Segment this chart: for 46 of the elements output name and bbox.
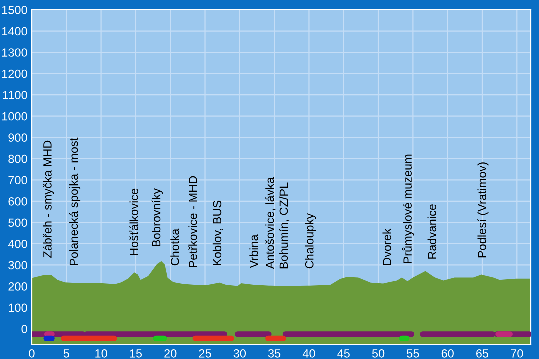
annotation: Polanecká spojka - most (69, 138, 81, 266)
x-tick-label: 60 (442, 349, 454, 358)
x-tick-label: 5 (64, 350, 70, 358)
annotation: Vrbina (250, 234, 258, 268)
annotation: Bohumín, CZ/PL (279, 182, 290, 269)
y-tick-label: 0 (22, 325, 28, 334)
annotation: Chaloupky (305, 213, 316, 269)
y-tick-label: 1100 (3, 91, 28, 100)
annotation: Koblov, BUS (212, 200, 223, 266)
y-tick-label: 300 (8, 261, 28, 270)
x-tick-label: 15 (130, 350, 142, 358)
x-tick-label: 20 (164, 349, 177, 358)
y-tick-label: 600 (8, 197, 28, 206)
y-tick-label: 800 (8, 154, 28, 164)
annotation: Radvanice (428, 204, 436, 259)
annotation: Chotka (170, 228, 180, 266)
annotation: Průmyslové muzeum (402, 154, 414, 264)
y-tick-label: 900 (8, 134, 28, 142)
y-tick-label: 500 (8, 218, 28, 228)
annotation: Bobrovníky (152, 188, 164, 247)
y-tick-label: 1300 (2, 48, 28, 57)
annotation: Dvorek (382, 228, 392, 266)
y-tick-label: 100 (9, 304, 28, 312)
x-tick-label: 70 (511, 349, 524, 358)
y-tick-label: 700 (8, 176, 28, 185)
x-tick-label: 40 (302, 349, 316, 358)
x-tick-label: 45 (338, 350, 350, 358)
x-tick-label: 65 (476, 349, 489, 358)
y-tick-label: 1200 (2, 70, 28, 78)
x-tick-label: 25 (199, 349, 212, 358)
x-tick-label: 35 (268, 349, 281, 358)
y-tick-label: 1500 (2, 6, 28, 14)
x-tick-label: 0 (29, 349, 35, 358)
annotation: Podlesí (Vratimov) (478, 162, 489, 258)
annotation: Zábřeh - smyčka MHD (43, 140, 54, 258)
annotation: Petřkovice - MHD (188, 176, 198, 268)
y-tick-label: 400 (8, 240, 28, 248)
annotation: Hošťálkovice (130, 188, 138, 256)
y-tick-label: 1400 (2, 27, 28, 36)
y-tick-label: 200 (8, 282, 28, 291)
x-tick-label: 55 (407, 350, 420, 358)
y-tick-label: 1000 (2, 112, 28, 121)
x-tick-label: 30 (234, 349, 246, 358)
annotation: Antošovice, lávka (265, 177, 276, 270)
x-tick-label: 50 (372, 349, 385, 358)
x-tick-label: 10 (96, 349, 108, 358)
